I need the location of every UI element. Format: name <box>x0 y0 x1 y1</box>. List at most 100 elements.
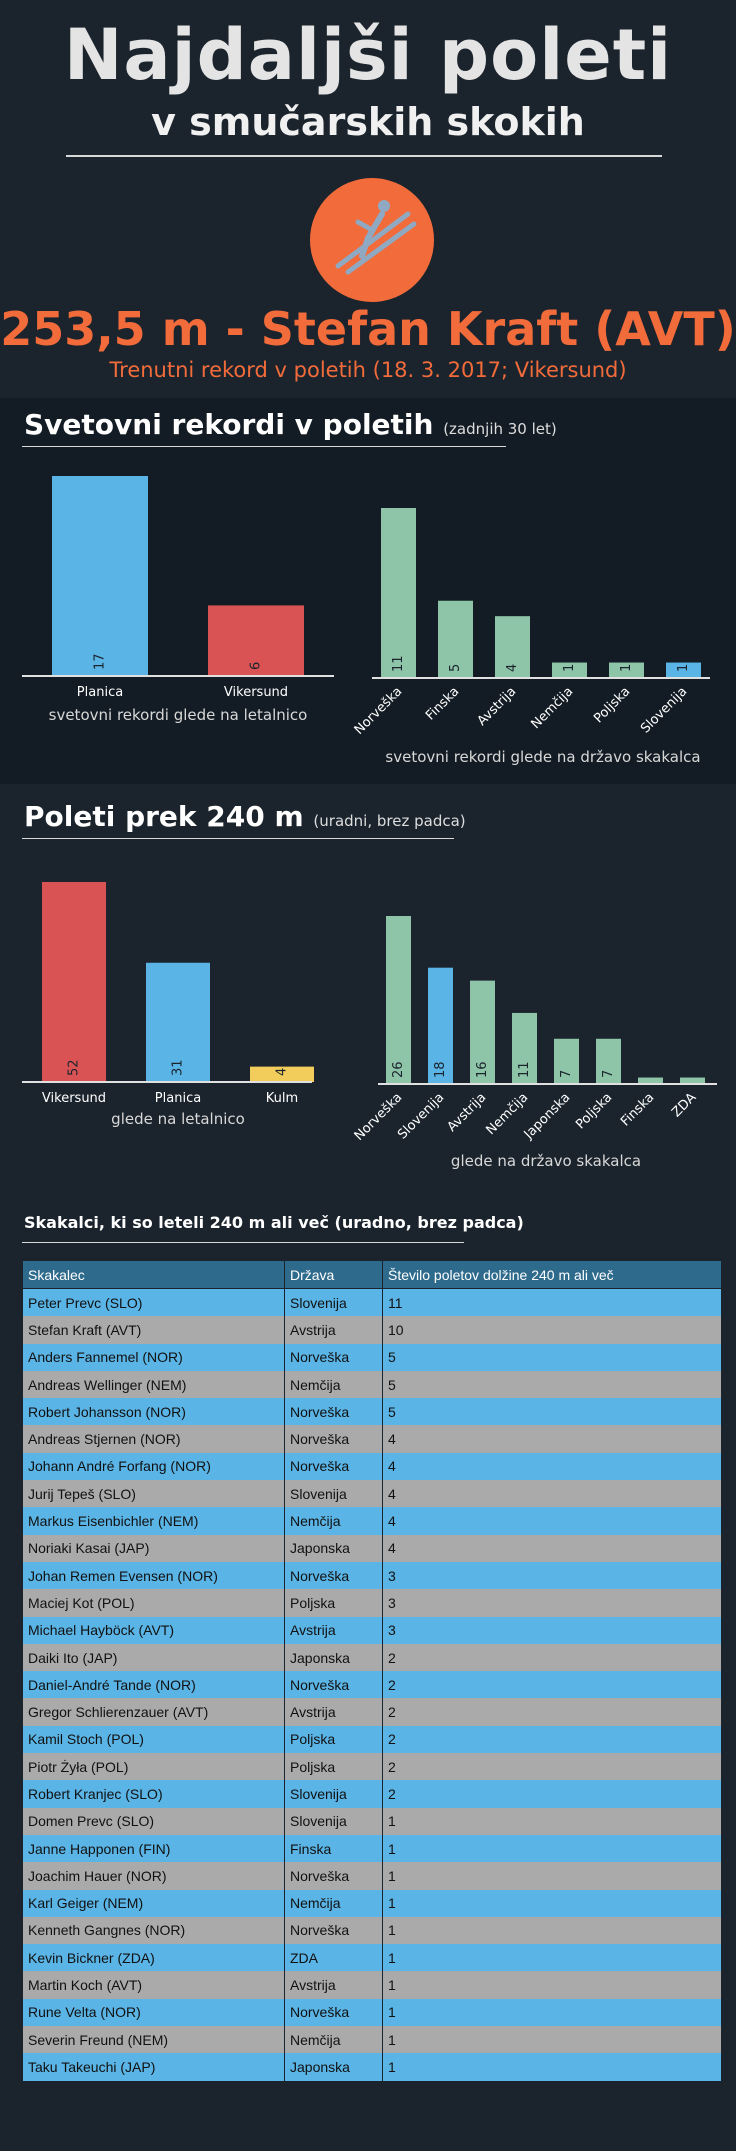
tick-label: Nemčija <box>528 684 576 732</box>
cell-jumper: Peter Prevc (SLO) <box>22 1288 285 1317</box>
cell-jumper: Anders Fannemel (NOR) <box>22 1343 285 1371</box>
tick-label: Japonska <box>521 1090 574 1143</box>
bar-slovenija <box>666 662 701 678</box>
cell-country: Avstrija <box>284 1698 383 1726</box>
section-title-world-records: Svetovni rekordi v poletih (zadnjih 30 l… <box>24 408 557 441</box>
table-row: Michael Hayböck (AVT) Avstrija 3 <box>22 1616 722 1644</box>
cell-count: 1 <box>382 1862 722 1890</box>
table-row: Kenneth Gangnes (NOR) Norveška 1 <box>22 1916 722 1945</box>
cell-count: 1 <box>382 2026 722 2054</box>
table-row: Janne Happonen (FIN) Finska 1 <box>22 1834 722 1863</box>
cell-count: 4 <box>382 1425 722 1453</box>
data-label: 1 <box>676 664 691 672</box>
cell-jumper: Taku Takeuchi (JAP) <box>22 2053 285 2081</box>
tick-label: Planica <box>155 1091 201 1106</box>
record-caption: Trenutni rekord v poletih (18. 3. 2017; … <box>109 358 627 382</box>
bar-nemčija <box>552 662 587 678</box>
tick-label: Kulm <box>266 1091 298 1106</box>
chart-records-by-country: 11 Norveška 5 Finska 4 Avstrija 1 Nemčija 1 Poljs… <box>352 508 710 766</box>
bar-kulm <box>250 1066 314 1082</box>
table-row: Taku Takeuchi (JAP) Japonska 1 <box>22 2053 722 2081</box>
tick-label: Planica <box>77 685 123 700</box>
cell-count: 2 <box>382 1671 722 1699</box>
bar-vikersund <box>42 882 106 1082</box>
data-label: 52 <box>67 1059 82 1076</box>
cell-count: 1 <box>382 1944 722 1972</box>
data-label: 6 <box>249 662 264 670</box>
section-divider <box>22 446 506 447</box>
cell-jumper: Rune Velta (NOR) <box>22 1998 285 2027</box>
cell-country: Poljska <box>284 1753 383 1781</box>
data-label: 11 <box>517 1061 532 1078</box>
tick-label: Slovenija <box>638 684 690 736</box>
section-title-flights-over-240: Poleti prek 240 m (uradni, brez padca) <box>24 800 466 833</box>
table-row: Daiki Ito (JAP) Japonska 2 <box>22 1643 722 1672</box>
cell-count: 1 <box>382 1807 722 1835</box>
cell-count: 2 <box>382 1753 722 1781</box>
bar-poljska <box>609 662 644 678</box>
table-row: Anders Fannemel (NOR) Norveška 5 <box>22 1343 722 1371</box>
cell-jumper: Kenneth Gangnes (NOR) <box>22 1916 285 1945</box>
data-label: 1 <box>619 664 634 672</box>
bar-vikersund <box>208 605 304 676</box>
table-row: Piotr Żyła (POL) Poljska 2 <box>22 1753 722 1781</box>
cell-jumper: Johann André Forfang (NOR) <box>22 1452 285 1481</box>
bar-avstrija <box>470 980 495 1084</box>
data-label: 7 <box>559 1070 574 1078</box>
data-label: 4 <box>275 1068 290 1076</box>
tick-label: Poljska <box>591 684 633 726</box>
cell-count: 1 <box>382 1998 722 2027</box>
table-row: Rune Velta (NOR) Norveška 1 <box>22 1998 722 2027</box>
tick-label: Poljska <box>573 1090 615 1132</box>
table-row: Noriaki Kasai (JAP) Japonska 4 <box>22 1534 722 1562</box>
tick-label: Vikersund <box>224 685 288 700</box>
cell-country: ZDA <box>284 1944 383 1972</box>
bar-japonska <box>554 1038 579 1084</box>
cell-count: 4 <box>382 1534 722 1562</box>
data-label: 26 <box>391 1061 406 1078</box>
cell-country: Norveška <box>284 1398 383 1426</box>
jumpers-table: Skakalec Država Število poletov dolžine … <box>22 1260 722 2081</box>
page-title: Najdaljši poleti <box>63 14 673 96</box>
cell-jumper: Karl Geiger (NEM) <box>22 1889 285 1917</box>
table-row: Markus Eisenbichler (NEM) Nemčija 4 <box>22 1507 722 1535</box>
cell-country: Slovenija <box>284 1780 383 1808</box>
cell-count: 10 <box>382 1316 722 1344</box>
table-row: Gregor Schlierenzauer (AVT) Avstrija 2 <box>22 1698 722 1726</box>
cell-country: Avstrija <box>284 1971 383 1999</box>
table-row: Kevin Bickner (ZDA) ZDA 1 <box>22 1944 722 1972</box>
table-row: Stefan Kraft (AVT) Avstrija 10 <box>22 1316 722 1344</box>
bar-norveška <box>381 508 416 678</box>
cell-count: 1 <box>382 1834 722 1863</box>
cell-country: Avstrija <box>284 1616 383 1644</box>
cell-country: Japonska <box>284 1534 383 1562</box>
tick-label: Slovenija <box>395 1090 447 1142</box>
cell-country: Nemčija <box>284 1889 383 1917</box>
cell-jumper: Michael Hayböck (AVT) <box>22 1616 285 1644</box>
data-label: 5 <box>448 664 463 672</box>
cell-country: Japonska <box>284 2053 383 2081</box>
cell-jumper: Markus Eisenbichler (NEM) <box>22 1507 285 1535</box>
data-label: 17 <box>93 653 108 670</box>
cell-count: 3 <box>382 1589 722 1617</box>
table-row: Robert Johansson (NOR) Norveška 5 <box>22 1398 722 1426</box>
axis-label: glede na državo skakalca <box>451 1152 641 1170</box>
table-row: Andreas Wellinger (NEM) Nemčija 5 <box>22 1370 722 1399</box>
tick-label: Avstrija <box>475 684 520 729</box>
cell-count: 1 <box>382 1916 722 1945</box>
cell-count: 1 <box>382 2053 722 2081</box>
data-label: 4 <box>505 664 520 672</box>
cell-count: 2 <box>382 1725 722 1754</box>
cell-jumper: Andreas Stjernen (NOR) <box>22 1425 285 1453</box>
cell-jumper: Stefan Kraft (AVT) <box>22 1316 285 1344</box>
cell-count: 3 <box>382 1616 722 1644</box>
axis-label: svetovni rekordi glede na letalnico <box>49 706 308 724</box>
data-label: 18 <box>433 1061 448 1078</box>
table-row: Daniel-André Tande (NOR) Norveška 2 <box>22 1671 722 1699</box>
tick-label: Norveška <box>352 684 406 738</box>
hero-header: Najdaljši poleti v smučarskih skokih 253… <box>0 0 736 398</box>
cell-jumper: Johan Remen Evensen (NOR) <box>22 1561 285 1590</box>
record-headline: 253,5 m - Stefan Kraft (AVT) <box>0 302 736 356</box>
cell-jumper: Noriaki Kasai (JAP) <box>22 1534 285 1562</box>
table-row: Martin Koch (AVT) Avstrija 1 <box>22 1971 722 1999</box>
